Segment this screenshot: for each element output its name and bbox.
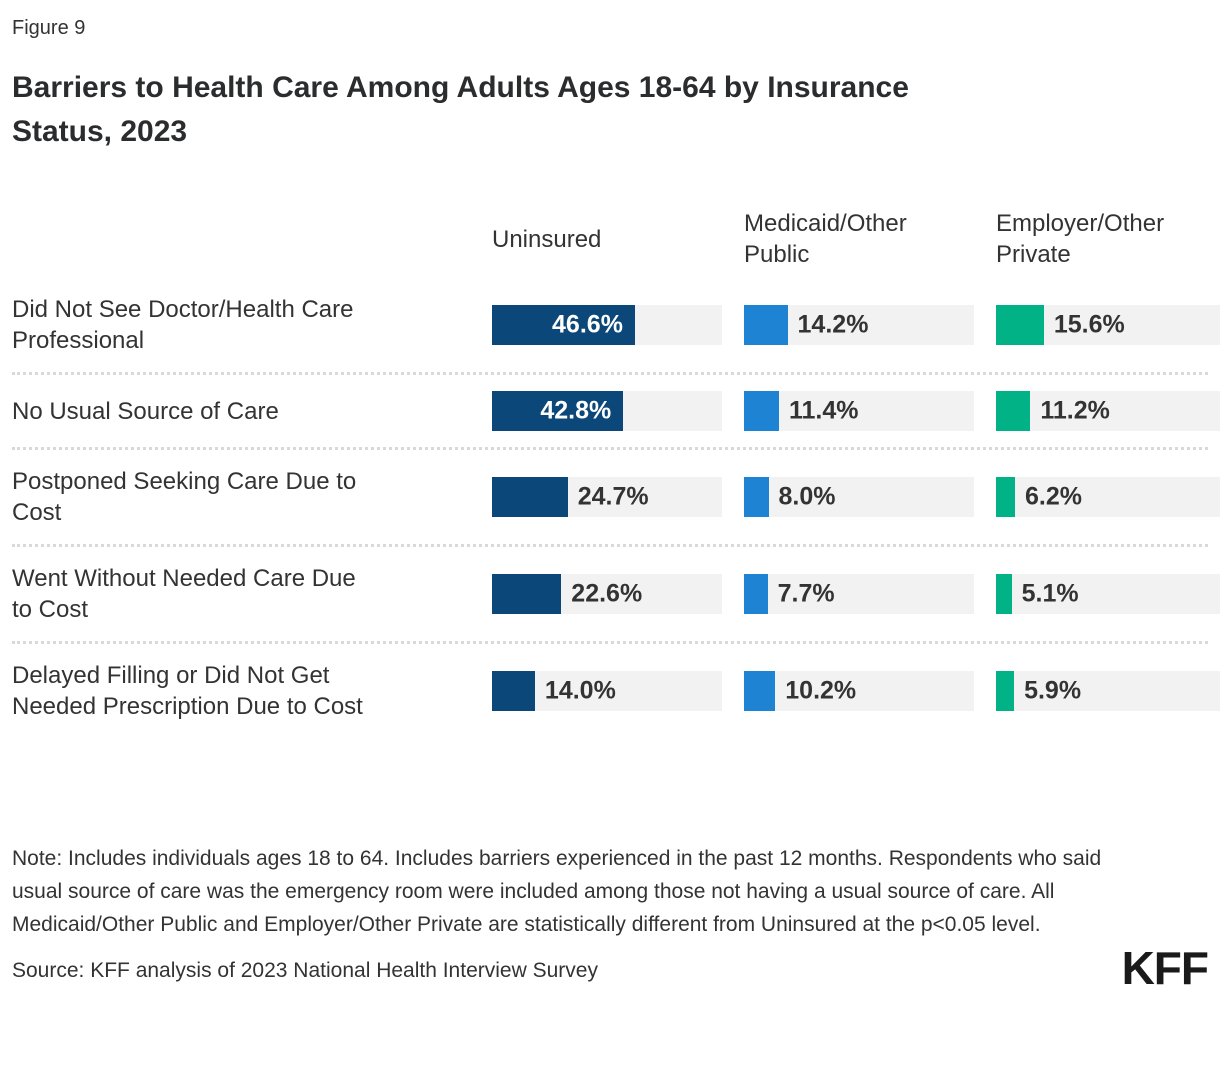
bar-value-label: 8.0% xyxy=(778,482,836,511)
bar-track: 42.8% xyxy=(492,391,722,431)
bar-value-label: 42.8% xyxy=(540,396,612,425)
bar-value-label: 11.4% xyxy=(788,396,859,425)
bar-cell: 14.0% xyxy=(492,671,722,711)
bar-value-label: 14.0% xyxy=(544,676,616,705)
bar-fill xyxy=(996,671,1015,711)
bar-fill xyxy=(492,305,635,345)
bar-track: 24.7% xyxy=(492,477,722,517)
bar-fill xyxy=(996,574,1012,614)
bar-value-label: 6.2% xyxy=(1025,482,1082,511)
chart-title-line-2: Status, 2023 xyxy=(12,115,188,148)
bar-fill xyxy=(744,574,768,614)
row-category-label: Delayed Filling or Did Not Get Needed Pr… xyxy=(12,662,363,720)
column-header-employer-other-private: Employer/Other Private xyxy=(996,210,1165,268)
bar-cell: 22.6% xyxy=(492,574,722,614)
kff-logo: KFF xyxy=(1121,942,1209,994)
bar-cell: 7.7% xyxy=(744,574,974,614)
bar-fill xyxy=(492,391,624,431)
bar-value-label: 24.7% xyxy=(577,482,649,511)
bar-cell: 15.6% xyxy=(996,305,1220,345)
bar-value-label: 14.2% xyxy=(797,310,869,339)
bar-cell: 42.8% xyxy=(492,391,722,431)
bar-track: 7.7% xyxy=(744,574,974,614)
row-category-label: Did Not See Doctor/Health Care Professio… xyxy=(12,296,354,354)
chart-row: Delayed Filling or Did Not Get Needed Pr… xyxy=(12,644,1220,738)
bar-cell: 10.2% xyxy=(744,671,974,711)
bar-track: 22.6% xyxy=(492,574,722,614)
bar-track: 11.2% xyxy=(996,391,1220,431)
bar-fill xyxy=(744,477,769,517)
bar-value-label: 22.6% xyxy=(571,579,643,608)
bar-track: 14.2% xyxy=(744,305,974,345)
bar-cell: 6.2% xyxy=(996,477,1220,517)
bar-track: 8.0% xyxy=(744,477,974,517)
bar-track: 5.9% xyxy=(996,671,1220,711)
bar-cell: 11.2% xyxy=(996,391,1220,431)
source-row: Source: KFF analysis of 2023 National He… xyxy=(12,942,1209,994)
bar-value-label: 10.2% xyxy=(785,676,857,705)
bar-value-label: 46.6% xyxy=(552,310,623,339)
bar-track: 6.2% xyxy=(996,477,1220,517)
bar-cell: 5.9% xyxy=(996,671,1220,711)
column-header-uninsured: Uninsured xyxy=(492,225,602,253)
chart-row: No Usual Source of Care 42.8% 11.4% 11.2% xyxy=(12,375,1220,450)
bar-fill xyxy=(492,574,562,614)
column-header-medicaid-other-public: Medicaid/Other Public xyxy=(744,210,907,268)
bar-track: 46.6% xyxy=(492,305,722,345)
chart-title-line-1: Barriers to Health Care Among Adults Age… xyxy=(12,71,909,104)
bar-track: 11.4% xyxy=(744,391,974,431)
bar-fill xyxy=(744,305,788,345)
bar-cell: 11.4% xyxy=(744,391,974,431)
row-category-label: Postponed Seeking Care Due to Cost xyxy=(12,468,357,526)
bar-value-label: 11.2% xyxy=(1040,396,1110,425)
bar-cell: 8.0% xyxy=(744,477,974,517)
bar-fill xyxy=(492,671,535,711)
bar-track: 10.2% xyxy=(744,671,974,711)
bar-value-label: 5.9% xyxy=(1024,676,1082,705)
bar-cell: 5.1% xyxy=(996,574,1220,614)
bar-value-label: 5.1% xyxy=(1021,579,1079,608)
bar-fill xyxy=(996,391,1031,431)
bar-fill xyxy=(744,671,776,711)
bar-track: 5.1% xyxy=(996,574,1220,614)
row-category-label: No Usual Source of Care xyxy=(12,397,279,425)
bar-value-label: 15.6% xyxy=(1053,310,1125,339)
bar-fill xyxy=(492,477,568,517)
bar-fill xyxy=(996,305,1044,345)
note-text: Note: Includes individuals ages 18 to 64… xyxy=(12,847,1102,936)
bar-track: 15.6% xyxy=(996,305,1220,345)
bar-fill xyxy=(996,477,1015,517)
figure-number-label: Figure 9 xyxy=(12,17,86,39)
chart-row: Went Without Needed Care Due to Cost 22.6… xyxy=(12,547,1220,644)
bar-track: 14.0% xyxy=(492,671,722,711)
column-header-row: Uninsured Medicaid/Other Public Employer… xyxy=(12,200,1208,278)
bar-cell: 14.2% xyxy=(744,305,974,345)
chart-row: Postponed Seeking Care Due to Cost 24.7% 8… xyxy=(12,450,1220,547)
chart-row: Did Not See Doctor/Health Care Professio… xyxy=(12,278,1220,375)
source-text: Source: KFF analysis of 2023 National He… xyxy=(12,959,598,982)
row-category-label: Went Without Needed Care Due to Cost xyxy=(12,565,356,623)
bar-cell: 46.6% xyxy=(492,305,722,345)
bar-fill xyxy=(744,391,779,431)
chart-title: Barriers to Health Care Among Adults Age… xyxy=(12,66,1208,154)
bar-value-label: 7.7% xyxy=(777,579,835,608)
bar-cell: 24.7% xyxy=(492,477,722,517)
chart-rows: Did Not See Doctor/Health Care Professio… xyxy=(12,278,1220,738)
